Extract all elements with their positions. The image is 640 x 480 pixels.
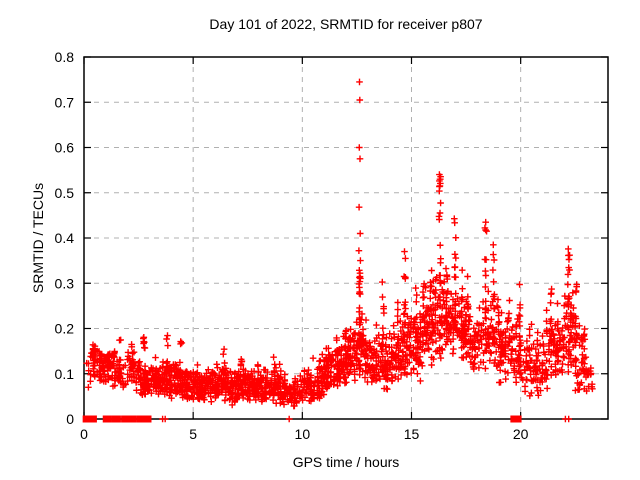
y-tick-label: 0.6 <box>55 140 75 156</box>
chart-title: Day 101 of 2022, SRMTID for receiver p80… <box>209 16 483 32</box>
x-tick-label: 5 <box>189 426 197 442</box>
zero-value-cluster <box>510 415 522 423</box>
zero-value-cluster <box>82 415 97 423</box>
zero-value-cluster <box>111 415 121 423</box>
zero-value-cluster <box>102 415 112 423</box>
y-tick-label: 0.5 <box>55 185 75 201</box>
y-tick-label: 0 <box>66 411 74 427</box>
data-points <box>83 78 596 423</box>
x-tick-label: 0 <box>80 426 88 442</box>
zero-value-cluster <box>121 415 137 423</box>
y-tick-label: 0.8 <box>55 49 75 65</box>
plot-border <box>83 56 609 420</box>
y-tick-label: 0.1 <box>55 366 75 382</box>
y-tick-label: 0.2 <box>55 321 75 337</box>
zero-value-cluster <box>136 415 152 423</box>
x-tick-label: 10 <box>295 426 311 442</box>
y-tick-label: 0.4 <box>55 230 75 246</box>
y-tick-label: 0.7 <box>55 94 75 110</box>
x-tick-label: 15 <box>404 426 420 442</box>
y-tick-label: 0.3 <box>55 275 75 291</box>
x-tick-label: 20 <box>513 426 529 442</box>
x-axis-label: GPS time / hours <box>292 454 400 470</box>
